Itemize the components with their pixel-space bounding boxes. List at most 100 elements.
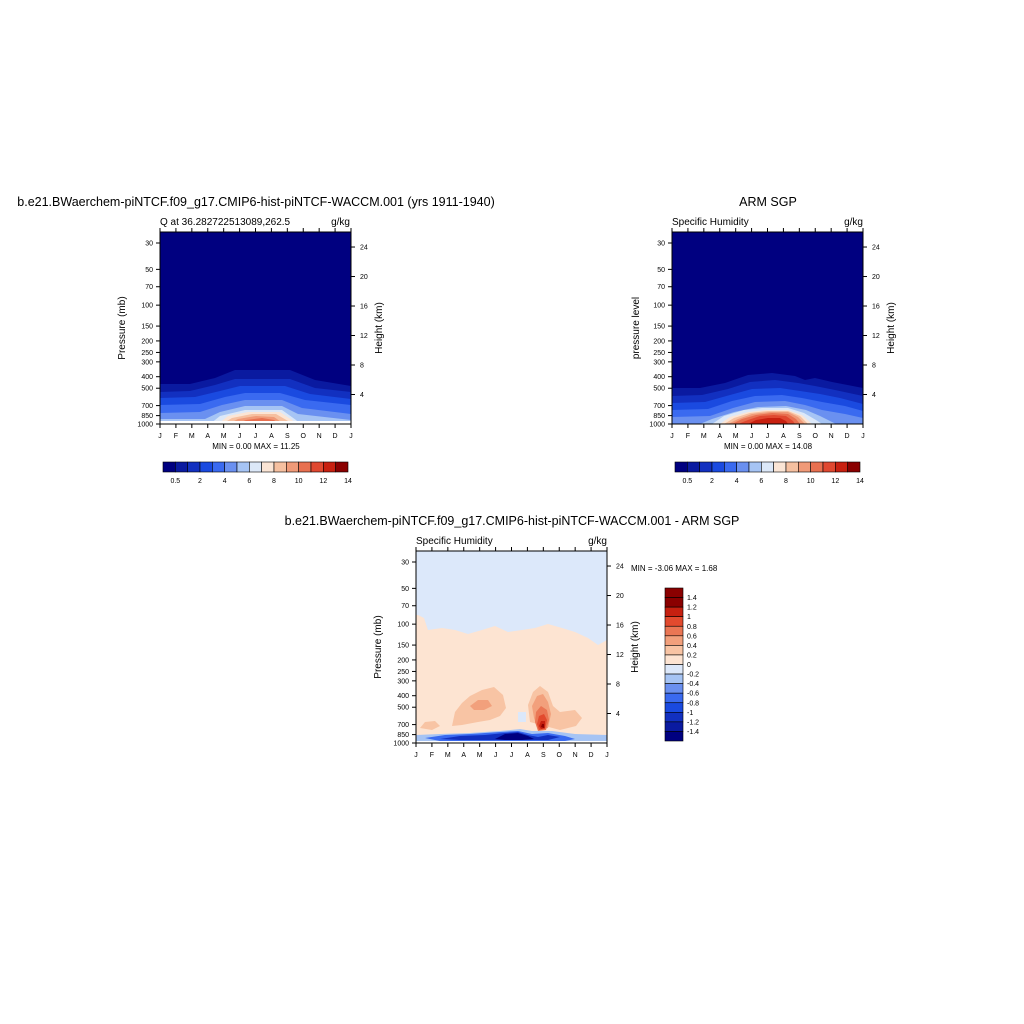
- pressure-tick-label: 500: [653, 386, 665, 393]
- height-tick-label: 12: [616, 652, 624, 659]
- colorbar-label: 12: [319, 478, 327, 485]
- panel-obs-contours: [672, 232, 863, 424]
- pressure-tick-label: 100: [653, 303, 665, 310]
- colorbar-swatch: [761, 461, 774, 473]
- colorbar-swatch: [664, 702, 684, 713]
- month-tick-label: S: [797, 433, 802, 440]
- colorbar-swatch: [187, 461, 201, 473]
- pressure-tick-label: 50: [657, 267, 665, 274]
- pressure-tick-label: 250: [653, 350, 665, 357]
- height-tick-label: 8: [360, 363, 364, 370]
- colorbar-label: 6: [759, 478, 763, 485]
- month-tick-label: J: [670, 433, 674, 440]
- pressure-tick-label: 700: [397, 722, 409, 729]
- colorbar-label: 14: [856, 478, 864, 485]
- colorbar-swatch: [236, 461, 250, 473]
- colorbar-label: -0.4: [687, 681, 699, 688]
- colorbar-swatch: [748, 461, 762, 473]
- pressure-tick-label: 500: [397, 705, 409, 712]
- pressure-tick-label: 150: [141, 324, 153, 331]
- pressure-tick-label: 1000: [393, 741, 409, 748]
- colorbar-label: 2: [710, 478, 714, 485]
- pressure-tick-label: 70: [657, 284, 665, 291]
- surface-missing-band: [160, 421, 351, 424]
- panel-diff-contours: [416, 551, 607, 743]
- month-tick-label: O: [301, 433, 307, 440]
- height-tick-label: 16: [872, 304, 880, 311]
- contour-level-neg-4: [495, 733, 534, 740]
- colorbar-swatch: [664, 635, 684, 646]
- month-tick-label: M: [189, 433, 195, 440]
- month-tick-label: D: [333, 433, 338, 440]
- colorbar-swatch: [310, 461, 324, 473]
- month-tick-label: J: [510, 752, 514, 759]
- pressure-tick-label: 50: [401, 586, 409, 593]
- panel-obs-units: g/kg: [844, 217, 863, 228]
- pressure-tick-label: 70: [401, 603, 409, 610]
- panel-diff-title: b.e21.BWaerchem-piNTCF.f09_g17.CMIP6-his…: [285, 514, 740, 528]
- colorbar-swatch: [773, 461, 787, 473]
- pressure-tick-label: 100: [141, 303, 153, 310]
- colorbar-swatch: [664, 683, 684, 694]
- colorbar-label: 1: [687, 614, 691, 621]
- colorbar-label: 0.8: [687, 624, 697, 631]
- colorbar-swatch: [664, 587, 684, 598]
- colorbar-swatch: [199, 461, 213, 473]
- colorbar-swatch: [736, 461, 750, 473]
- colorbar-swatch: [674, 461, 688, 473]
- panel-model-stats: MIN = 0.00 MAX = 11.25: [212, 442, 300, 451]
- height-tick-label: 4: [872, 392, 876, 399]
- colorbar-swatch: [664, 597, 684, 608]
- month-tick-label: J: [766, 433, 770, 440]
- pressure-tick-label: 850: [653, 413, 665, 420]
- pressure-tick-label: 250: [141, 350, 153, 357]
- colorbar-label: -1.2: [687, 719, 699, 726]
- month-tick-label: J: [254, 433, 258, 440]
- month-tick-label: J: [494, 752, 498, 759]
- month-tick-label: M: [477, 752, 483, 759]
- colorbar-label: 6: [247, 478, 251, 485]
- month-tick-label: A: [205, 433, 210, 440]
- colorbar-label: 8: [784, 478, 788, 485]
- month-tick-label: J: [750, 433, 754, 440]
- panel-model-ylabel: Pressure (mb): [117, 296, 128, 359]
- pressure-tick-label: 70: [145, 284, 153, 291]
- height-tick-label: 4: [360, 392, 364, 399]
- panel-diff-axes: 30 50 70 100 150 200 250 300 400 500 700 850 1000 24 2…: [393, 547, 624, 759]
- colorbar-swatch: [224, 461, 238, 473]
- colorbar-swatch: [835, 461, 848, 473]
- colorbar-swatch: [335, 461, 349, 473]
- pressure-tick-label: 300: [653, 359, 665, 366]
- colorbar-swatch: [273, 461, 287, 473]
- height-tick-label: 24: [872, 245, 880, 252]
- colorbar-swatch: [798, 461, 811, 473]
- pressure-tick-label: 30: [145, 241, 153, 248]
- colorbar-swatch: [212, 461, 225, 473]
- pressure-tick-label: 400: [397, 693, 409, 700]
- colorbar-label: -0.8: [687, 700, 699, 707]
- pressure-tick-label: 500: [141, 386, 153, 393]
- height-tick-label: 20: [616, 593, 624, 600]
- month-tick-label: O: [557, 752, 563, 759]
- pressure-tick-label: 1000: [137, 422, 153, 429]
- panel-model-colorbar: 0.5 2 4 6 8 10 12 14: [162, 461, 352, 485]
- month-tick-label: A: [717, 433, 722, 440]
- panel-obs: ARM SGP Specific Humidity g/kg pressure …: [631, 195, 897, 485]
- colorbar-label: 12: [831, 478, 839, 485]
- month-tick-label: A: [525, 752, 530, 759]
- contour-level-pos-2: [470, 700, 492, 710]
- panel-model-ylabel-right: Height (km): [374, 302, 385, 354]
- colorbar-swatch: [664, 664, 684, 675]
- pressure-tick-label: 50: [145, 267, 153, 274]
- contour-level-neg-0b: [518, 712, 526, 722]
- month-tick-label: A: [781, 433, 786, 440]
- month-tick-label: F: [174, 433, 178, 440]
- panel-model: b.e21.BWaerchem-piNTCF.f09_g17.CMIP6-his…: [17, 195, 494, 485]
- month-tick-label: J: [238, 433, 242, 440]
- pressure-tick-label: 100: [397, 622, 409, 629]
- panel-diff-stats: MIN = -3.06 MAX = 1.68: [631, 564, 718, 573]
- pressure-tick-label: 400: [653, 374, 665, 381]
- colorbar-label: 0.6: [687, 633, 697, 640]
- colorbar-swatch: [810, 461, 824, 473]
